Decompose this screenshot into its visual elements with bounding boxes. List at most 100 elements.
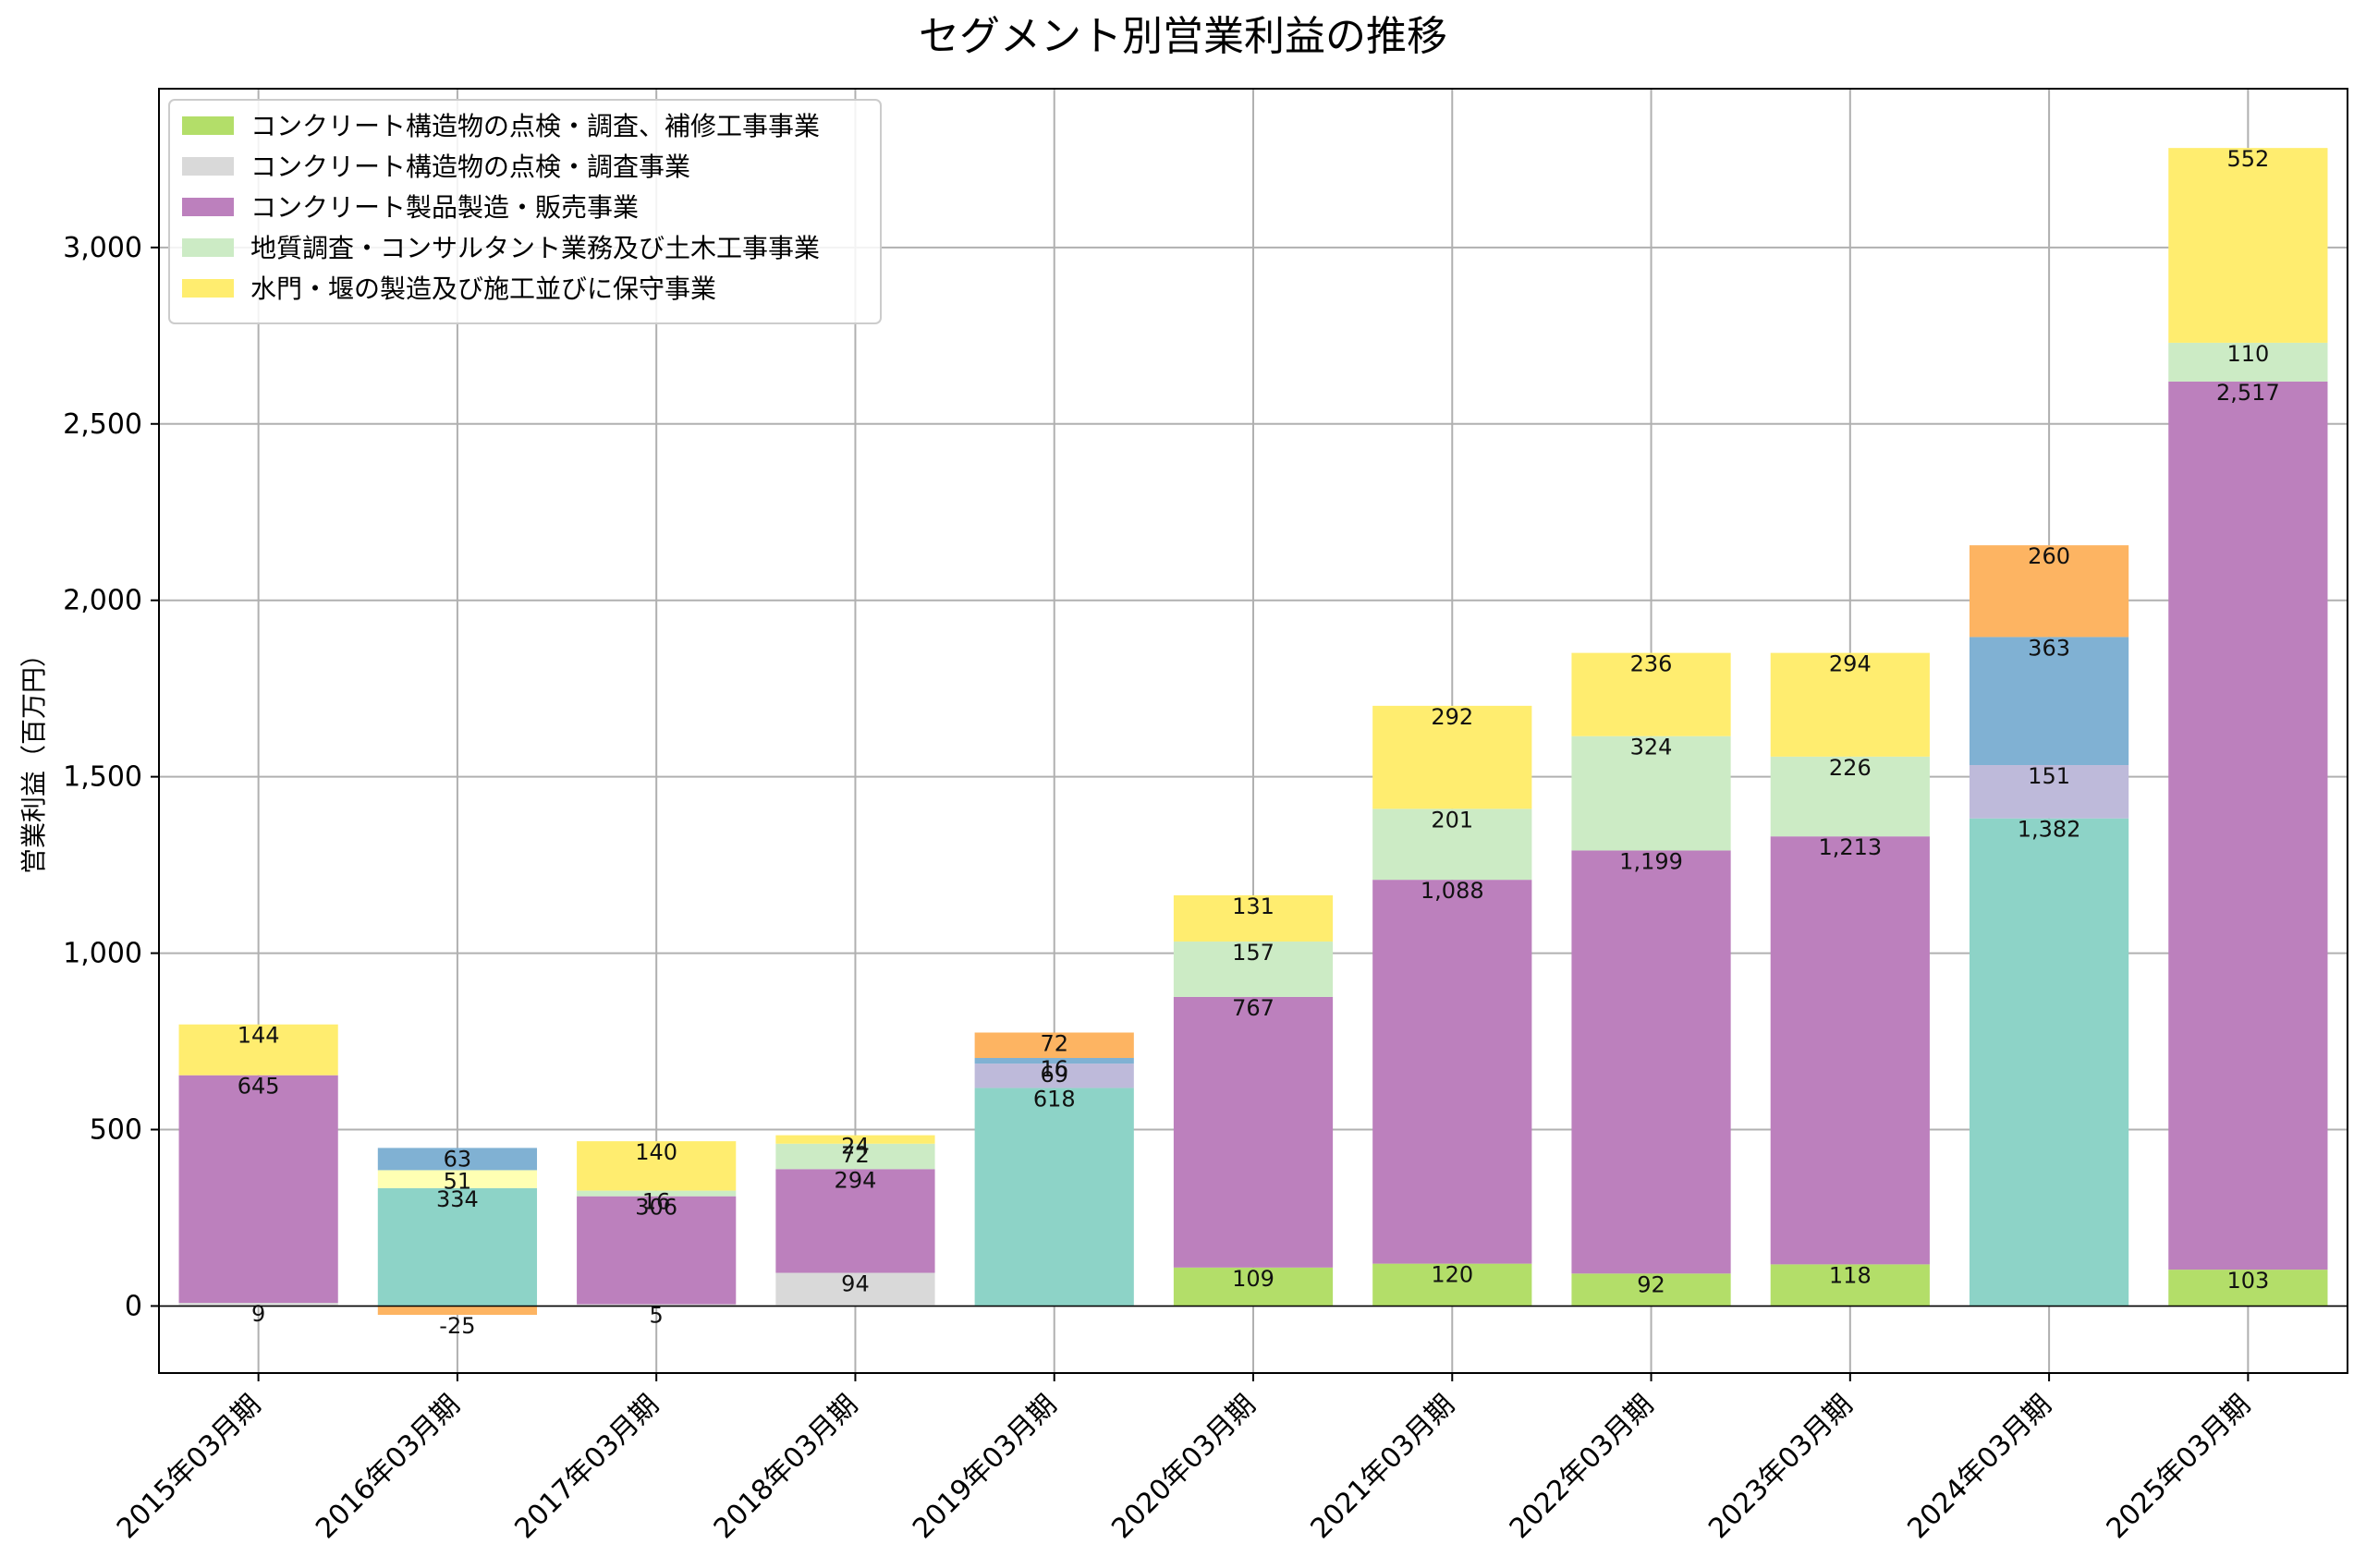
bar-value-label: 201 <box>1431 807 1473 833</box>
bar-segment <box>1969 545 2129 638</box>
bar-segment <box>377 1306 538 1315</box>
bar-value-label: 144 <box>238 1023 280 1049</box>
y-tick-label: 1,500 <box>63 761 142 794</box>
bar-value-label: 131 <box>1232 893 1274 919</box>
bar-value-label: 306 <box>635 1195 677 1221</box>
bar-value-label: 1,199 <box>1619 848 1683 874</box>
bar-segment <box>2168 1270 2328 1307</box>
bar-segment <box>577 1190 737 1197</box>
bar-value-label: 92 <box>1637 1271 1665 1297</box>
bar-segment <box>1770 1264 1930 1307</box>
bar-segment <box>1571 850 1731 1274</box>
bar-segment <box>2168 148 2328 343</box>
bar-value-label: 72 <box>1040 1030 1068 1056</box>
bar-value-label: 236 <box>1630 651 1673 677</box>
bars <box>178 148 2328 1315</box>
legend-swatch <box>182 238 234 257</box>
bar-segment <box>974 1088 1134 1307</box>
bar-segment <box>1173 941 1334 997</box>
legend-swatch <box>182 116 234 135</box>
legend-swatch <box>182 157 234 176</box>
legend-label: コンクリート構造物の点検・調査事業 <box>250 152 690 182</box>
x-tick-label: 2025年03月期 <box>2101 1389 2257 1545</box>
x-tick-label: 2020年03月期 <box>1105 1389 1262 1545</box>
bar-value-label: 767 <box>1232 995 1274 1021</box>
x-tick-label: 2016年03月期 <box>310 1389 466 1545</box>
bar-segment <box>577 1196 737 1305</box>
legend: コンクリート構造物の点検・調査、補修工事事業コンクリート構造物の点検・調査事業コ… <box>168 99 882 324</box>
x-tick-label: 2021年03月期 <box>1305 1389 1461 1545</box>
bar-value-label: 618 <box>1033 1086 1076 1112</box>
x-tick-label: 2018年03月期 <box>708 1389 864 1545</box>
bar-segment <box>974 1057 1134 1064</box>
bar-value-label: 118 <box>1829 1262 1872 1288</box>
bar-value-label: 1,088 <box>1421 878 1484 904</box>
bar-value-label: 552 <box>2226 146 2269 172</box>
bar-value-label: 363 <box>2028 635 2070 661</box>
bar-segment <box>1969 765 2129 819</box>
bar-segment <box>178 1075 338 1304</box>
bar-segment <box>775 1143 935 1170</box>
bar-value-label: 292 <box>1431 704 1473 730</box>
x-tick-label: 2024年03月期 <box>1901 1389 2057 1545</box>
bar-value-label: 334 <box>436 1186 479 1212</box>
bar-segment <box>974 1064 1134 1088</box>
bar-segment <box>1173 1267 1334 1307</box>
x-tick-label: 2017年03月期 <box>508 1389 665 1545</box>
bar-segment <box>775 1169 935 1273</box>
bar-value-label: 109 <box>1232 1266 1274 1292</box>
bar-segment <box>1173 894 1334 942</box>
bar-value-label: 294 <box>1829 651 1872 677</box>
bar-segment <box>1372 705 1532 809</box>
bar-segment <box>178 1303 338 1307</box>
y-tick-label: 2,500 <box>63 408 142 441</box>
bar-value-label: 72 <box>841 1142 870 1168</box>
bar-value-label: 16 <box>642 1189 671 1215</box>
bar-segment <box>2168 342 2328 382</box>
bar-segment <box>377 1170 538 1188</box>
legend-label: 地質調査・コンサルタント業務及び土木工事事業 <box>250 233 820 263</box>
bar-segment <box>377 1187 538 1307</box>
bar-value-label: 294 <box>835 1167 877 1193</box>
bar-segment <box>775 1272 935 1307</box>
y-tick-label: 2,000 <box>63 585 142 617</box>
y-tick-label: 1,000 <box>63 938 142 970</box>
bar-value-label: 5 <box>650 1303 664 1329</box>
bar-value-label: 110 <box>2226 341 2269 367</box>
legend-swatch <box>182 279 234 298</box>
bar-segment <box>974 1032 1134 1058</box>
y-tick-label: 0 <box>125 1290 142 1322</box>
bar-value-label: 226 <box>1829 755 1872 781</box>
x-tick-label: 2022年03月期 <box>1504 1389 1660 1545</box>
legend-label: 水門・堰の製造及び施工並びに保守事業 <box>250 273 716 304</box>
bar-value-label: 157 <box>1232 940 1274 966</box>
bar-value-label: 103 <box>2226 1268 2269 1294</box>
bar-segment <box>1969 818 2129 1307</box>
bar-value-label: 140 <box>635 1139 677 1165</box>
bar-segment <box>1571 735 1731 851</box>
bar-segment <box>1571 1273 1731 1307</box>
bar-value-label: 51 <box>444 1168 472 1194</box>
bar-segment <box>577 1304 737 1307</box>
bar-segment <box>577 1141 737 1191</box>
bar-value-label: 324 <box>1630 735 1673 760</box>
bar-value-label: 2,517 <box>2216 380 2280 406</box>
bar-value-label: 69 <box>1040 1062 1068 1088</box>
bar-value-label: 1,382 <box>2018 817 2081 843</box>
bar-segment <box>775 1135 935 1144</box>
bar-value-label: 151 <box>2028 763 2070 789</box>
bar-value-label: 1,213 <box>1818 834 1882 860</box>
x-tick-label: 2019年03月期 <box>907 1389 1063 1545</box>
bar-value-label: 94 <box>841 1271 870 1297</box>
bar-value-label: 260 <box>2028 543 2070 569</box>
bar-value-label: 16 <box>1040 1056 1068 1082</box>
bar-segment <box>1770 756 1930 837</box>
bar-segment <box>1770 836 1930 1265</box>
bar-segment <box>1770 652 1930 757</box>
legend-box <box>168 99 882 324</box>
bar-segment <box>1372 880 1532 1264</box>
y-axis-label: 営業利益（百万円） <box>18 641 49 874</box>
y-tick-label: 500 <box>90 1114 142 1147</box>
